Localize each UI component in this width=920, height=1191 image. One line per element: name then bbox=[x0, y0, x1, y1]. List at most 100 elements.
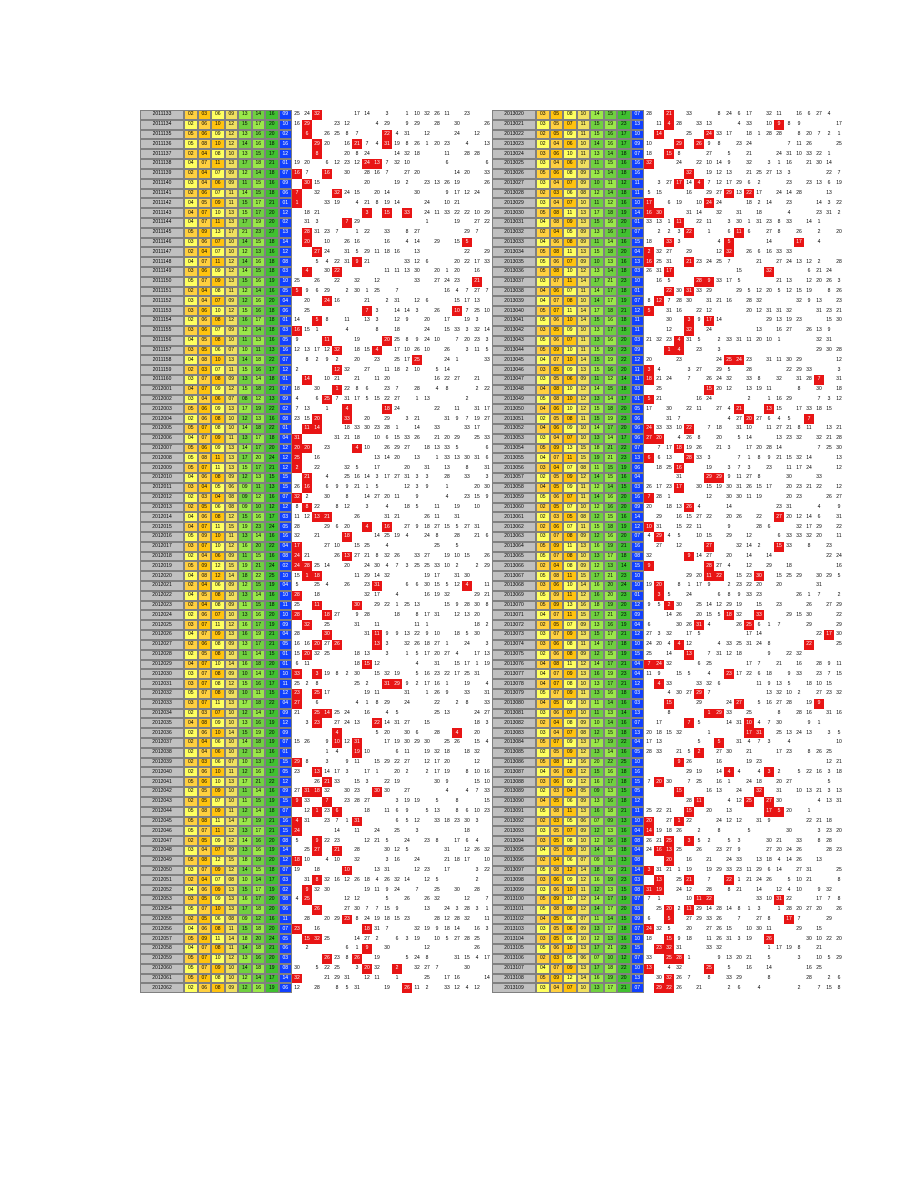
trend-cell: 29 bbox=[734, 974, 744, 984]
draw-id: 2013040 bbox=[492, 306, 536, 316]
band-cell: 12 bbox=[577, 895, 591, 905]
trend-cell: 12 bbox=[362, 974, 372, 984]
trend-cell-hit: 25 bbox=[312, 689, 322, 699]
trend-cell-hit: 10 bbox=[342, 866, 352, 876]
draw-id: 2013023 bbox=[492, 139, 536, 149]
band-cell: 10 bbox=[225, 610, 239, 620]
trend-cell: 28 bbox=[784, 905, 794, 915]
trend-cell: 4 bbox=[352, 198, 362, 208]
trend-cell: 15 bbox=[422, 718, 432, 728]
band-cell: 05 bbox=[198, 787, 212, 797]
trend-cell: 32 bbox=[664, 630, 674, 640]
draw-row: 2013097050812141819211433121119192933231… bbox=[492, 866, 844, 876]
band-cell: 12 bbox=[238, 767, 252, 777]
band-cell: 17 bbox=[238, 404, 252, 414]
trend-cell: 3 bbox=[382, 110, 392, 120]
band-cell: 16 bbox=[265, 414, 279, 424]
band-cell: 10 bbox=[211, 139, 225, 149]
trend-cell: 26 bbox=[342, 581, 352, 591]
trend-cell: 28 bbox=[362, 169, 372, 179]
band-block: 0306081114171810 bbox=[536, 640, 644, 650]
trend-cell: 33 bbox=[402, 434, 412, 444]
trend-cell: 32 bbox=[794, 434, 804, 444]
band-block: 0204061014181907 bbox=[184, 738, 292, 748]
band-block: 0507091317192204 bbox=[536, 738, 644, 748]
band-cell: 08 bbox=[550, 267, 564, 277]
band-cell: 10 bbox=[563, 316, 577, 326]
trend-cell-hit: 31 bbox=[352, 738, 362, 748]
trend-cell: 1 bbox=[442, 267, 452, 277]
trend-cell-hit: 18 bbox=[724, 610, 734, 620]
band-cell: 07 bbox=[211, 169, 225, 179]
draw-id: 2013092 bbox=[492, 817, 536, 827]
band-cell: 10 bbox=[238, 669, 252, 679]
band-cell: 07 bbox=[631, 149, 645, 159]
trend-cell: 30 bbox=[674, 689, 684, 699]
band-cell: 06 bbox=[211, 552, 225, 562]
trend-cell: 8 bbox=[322, 316, 332, 326]
trend-cell: 30 bbox=[402, 738, 412, 748]
trend-cell-hit: 21 bbox=[664, 110, 674, 120]
band-cell: 09 bbox=[238, 915, 252, 925]
band-cell: 21 bbox=[252, 561, 266, 571]
band-cell: 11 bbox=[631, 375, 645, 385]
band-cell: 17 bbox=[265, 974, 279, 984]
band-cell: 17 bbox=[617, 130, 631, 140]
band-cell: 09 bbox=[225, 846, 239, 856]
draw-id: 2011153 bbox=[140, 306, 184, 316]
trend-cell: 13 bbox=[774, 169, 784, 179]
draw-id: 2011156 bbox=[140, 336, 184, 346]
band-cell: 05 bbox=[184, 807, 198, 817]
band-cell: 05 bbox=[550, 924, 564, 934]
band-cell: 09 bbox=[211, 787, 225, 797]
trend-cell: 8 bbox=[432, 532, 442, 542]
band-cell: 16 bbox=[604, 336, 618, 346]
band-cell: 06 bbox=[563, 797, 577, 807]
band-cell: 13 bbox=[225, 905, 239, 915]
trend-cell: 30 bbox=[382, 846, 392, 856]
trend-grid: 20202341026292718133356 bbox=[292, 444, 492, 454]
band-cell: 18 bbox=[604, 404, 618, 414]
band-cell: 04 bbox=[198, 875, 212, 885]
band-cell: 11 bbox=[590, 159, 604, 169]
trend-cell: 5 bbox=[482, 346, 492, 356]
band-cell: 16 bbox=[265, 287, 279, 297]
trend-cell: 2 bbox=[724, 983, 734, 993]
trend-cell: 33 bbox=[804, 149, 814, 159]
band-cell: 04 bbox=[536, 915, 550, 925]
trend-cell: 31 bbox=[452, 571, 462, 581]
trend-cell: 21 bbox=[472, 375, 482, 385]
trend-cell: 31 bbox=[734, 738, 744, 748]
trend-cell: 28 bbox=[452, 915, 462, 925]
band-cell: 14 bbox=[577, 277, 591, 287]
trend-cell: 9 bbox=[422, 483, 432, 493]
draw-id: 2013041 bbox=[492, 316, 536, 326]
trend-cell: 25 bbox=[292, 110, 302, 120]
draw-row: 2013024030610111314180718158275212431103… bbox=[492, 149, 844, 159]
trend-cell: 23 bbox=[292, 767, 302, 777]
trend-cell-hit: 6 bbox=[644, 453, 654, 463]
trend-cell: 3 bbox=[382, 856, 392, 866]
trend-cell: 2 bbox=[332, 355, 342, 365]
trend-cell: 22 bbox=[814, 483, 824, 493]
trend-cell: 8 bbox=[734, 905, 744, 915]
trend-cell: 3 bbox=[452, 905, 462, 915]
band-cell: 09 bbox=[577, 797, 591, 807]
band-cell: 13 bbox=[238, 110, 252, 120]
trend-cell: 4 bbox=[322, 856, 332, 866]
draw-id: 2013079 bbox=[492, 689, 536, 699]
band-block: 0406091014172006 bbox=[536, 424, 644, 434]
trend-cell: 27 bbox=[784, 326, 794, 336]
trend-grid: 30322678332982826 bbox=[644, 974, 844, 984]
band-cell: 14 bbox=[590, 287, 604, 297]
band-cell: 17 bbox=[590, 610, 604, 620]
trend-cell: 28 bbox=[794, 709, 804, 719]
trend-cell: 29 bbox=[694, 905, 704, 915]
band-cell: 04 bbox=[536, 404, 550, 414]
trend-cell: 31 bbox=[734, 424, 744, 434]
trend-cell: 13 bbox=[482, 650, 492, 660]
band-block: 0205071012162009 bbox=[536, 503, 644, 513]
trend-cell: 28 bbox=[352, 846, 362, 856]
band-block: 0506091314172012 bbox=[184, 444, 292, 454]
trend-cell-hit: 10 bbox=[744, 718, 754, 728]
